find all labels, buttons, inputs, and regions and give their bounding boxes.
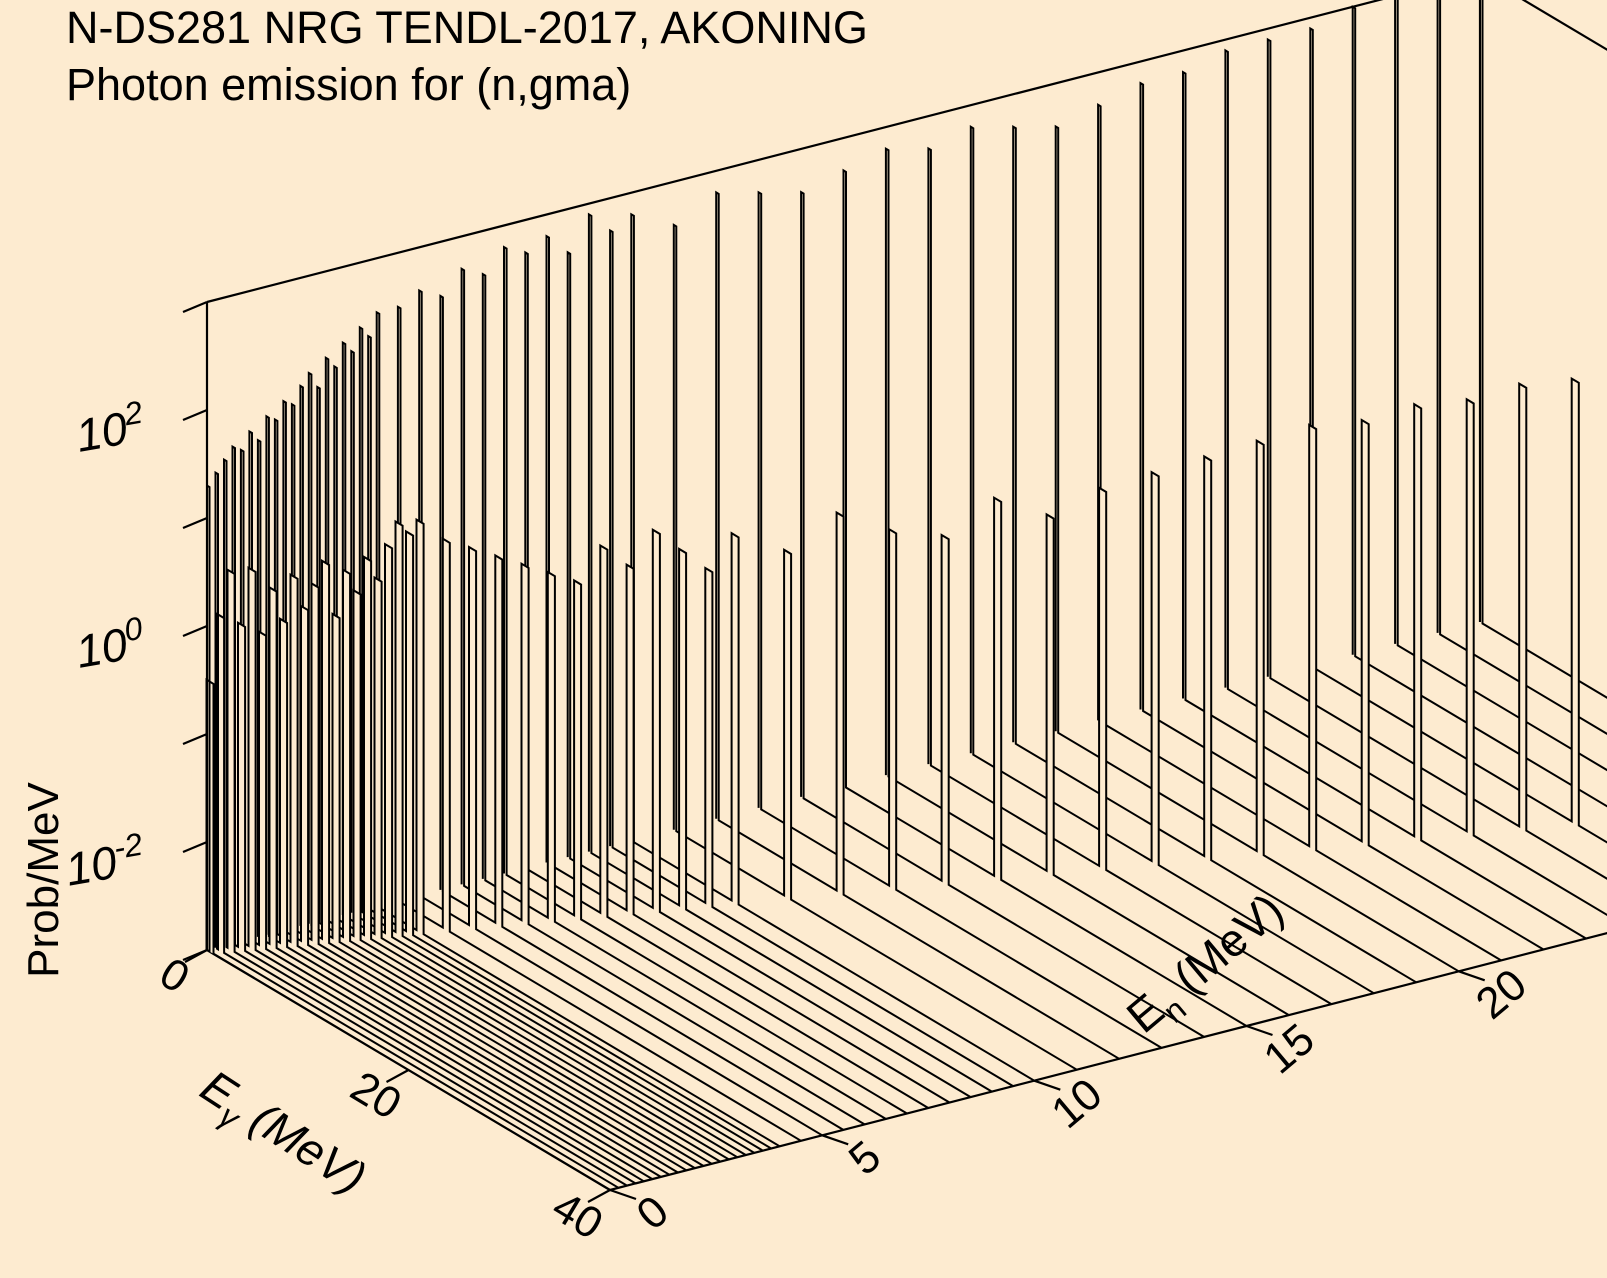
prob-tick [182,516,208,530]
spectrum-trace [396,305,802,1142]
spectrum-trace [969,125,1375,995]
spectrum-trace [1351,5,1607,808]
prob-tick [182,408,208,422]
prob-axis-title: Prob/MeV [19,782,68,978]
egamma-axis-title: Eγ (MeV) [187,1059,375,1211]
prob-tick-label: 100 [71,610,149,678]
spectrum-trace [299,384,704,1167]
spectrum-trace [1012,124,1417,984]
spectrum-trace [358,325,764,1152]
spectrum-trace [566,250,972,1098]
en-axis-title: En (MeV) [1117,883,1299,1050]
egamma-tick-label: 20 [342,1062,409,1129]
spectrum-trace [324,356,730,1161]
en-tick-label: 10 [1042,1069,1111,1138]
spectrum-trace [290,402,696,1169]
spectrum-trace [545,234,951,1104]
chart-subtitle: Photon emission for (n,gma) [66,59,632,110]
spectrum-trace [316,385,721,1163]
en-tick-label: 0 [628,1186,678,1239]
egamma-tick-label: 40 [544,1182,611,1249]
spectrum-trace [214,470,620,1189]
en-tick [821,1134,849,1146]
spectrum-trace [1054,124,1460,973]
prob-tick [182,840,208,854]
prob-tick-label: 102 [71,394,149,462]
spectrum-trace [205,483,611,1191]
en-tick [1458,970,1486,982]
spectra-traces [205,0,1607,1191]
spectrum-trace [307,371,713,1165]
spectrum-trace [927,146,1332,1005]
prob-tick-label: 10-2 [60,826,149,896]
spectrum-trace [1139,81,1545,951]
spectrum-trace [1224,48,1607,917]
spectrum-trace [333,364,738,1159]
spectrum-trace [265,414,670,1176]
spectrum-trace [367,334,772,1150]
spectrum-trace [481,272,887,1120]
prob-tick [182,732,208,746]
back-top-edge [206,0,1384,304]
en-tick-label: 20 [1467,960,1536,1029]
egamma-tick [587,1189,611,1203]
spectrum-trace [375,310,781,1148]
spectrum-trace [842,168,1248,1027]
en-tick [609,1188,637,1201]
spectrum-trace [231,444,637,1185]
spectrum-trace [1182,70,1587,940]
spectrum-trace [239,448,645,1183]
spectrum-trace [757,190,1163,1049]
spectrum-trace [439,294,844,1131]
spectrum-trace [524,250,929,1109]
spectrum-trace [715,190,1120,1060]
spectrum-trace [1266,37,1607,880]
spectrum-trace [256,438,662,1178]
en-tick [1033,1079,1061,1091]
spectrum-trace [273,417,679,1174]
spectrum-trace [223,457,628,1187]
prob-tick [182,300,208,314]
spectrum-trace [248,429,653,1180]
chart-title: N-DS281 NRG TENDL-2017, AKONING [66,2,868,53]
spectrum-trace [341,340,747,1156]
spectrum-trace [282,399,687,1172]
spectrum-trace [630,212,1035,1082]
spectrum-trace [587,212,993,1093]
en-tick-label: 15 [1255,1014,1324,1083]
en-tick [1246,1024,1273,1037]
spectrum-trace [884,146,1290,1016]
spectrum-trace [460,267,866,1126]
prob-tick [182,948,208,962]
spectrum-trace [609,228,1014,1087]
spectrum-trace [418,288,823,1137]
spectrum-trace [672,223,1078,1071]
spectrum-trace [1097,103,1502,962]
spectrum-trace [800,190,1205,1038]
egamma-tick [385,1069,410,1083]
spectrum-trace [350,349,755,1154]
prob-tick [182,624,208,638]
back-top-right-edge [1521,0,1607,51]
en-tick-label: 5 [840,1132,890,1185]
spectrum-trace [1309,26,1607,844]
spectrum-trace [503,245,908,1115]
